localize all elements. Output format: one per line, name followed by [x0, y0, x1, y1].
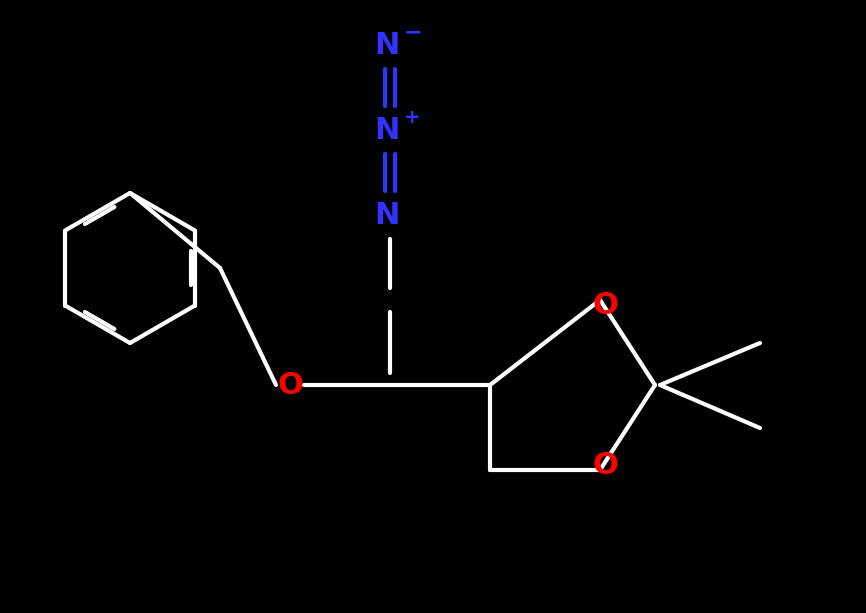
Text: N: N: [374, 115, 400, 145]
Text: N: N: [374, 31, 400, 59]
Text: O: O: [277, 370, 303, 400]
Text: O: O: [592, 291, 618, 319]
Text: N: N: [374, 200, 400, 229]
Text: −: −: [404, 22, 423, 42]
Text: +: +: [404, 107, 421, 126]
Text: O: O: [592, 451, 618, 479]
